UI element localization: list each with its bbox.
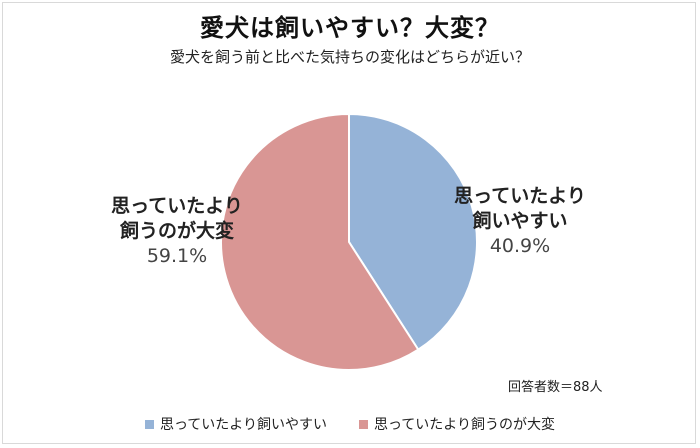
legend-item-hard: 思っていたより飼うのが大変 [359, 414, 555, 434]
pie-slice-hard [220, 112, 420, 371]
slice-label-easy: 思っていたより 飼いやすい 40.9% [440, 184, 600, 259]
slice-label-easy-percent: 40.9% [489, 235, 551, 257]
slice-label-hard: 思っていたより 飼うのが大変 59.1% [82, 194, 272, 269]
slice-label-easy-line2: 飼いやすい [472, 210, 568, 232]
legend-label-easy: 思っていたより飼いやすい [159, 417, 327, 433]
legend-item-easy: 思っていたより飼いやすい [144, 414, 327, 434]
chart-frame [2, 2, 696, 444]
respondent-count: 回答者数＝88人 [508, 380, 603, 395]
chart-title: 愛犬は飼いやすい？大変？ [200, 14, 500, 42]
slice-label-hard-line1: 思っていたより [111, 195, 243, 217]
chart-subtitle: 愛犬を飼う前と比べた気持ちの変化はどちらが近い？ [169, 48, 530, 66]
legend-label-hard: 思っていたより飼うのが大変 [374, 417, 556, 433]
legend-swatch-hard [359, 419, 368, 429]
slice-label-hard-line2: 飼うのが大変 [119, 220, 234, 242]
slice-label-hard-percent: 59.1% [146, 245, 208, 267]
legend: 思っていたより飼いやすい 思っていたより飼うのが大変 [0, 414, 700, 434]
legend-swatch-easy [144, 419, 154, 429]
slice-label-easy-line1: 思っていたより [454, 185, 586, 207]
